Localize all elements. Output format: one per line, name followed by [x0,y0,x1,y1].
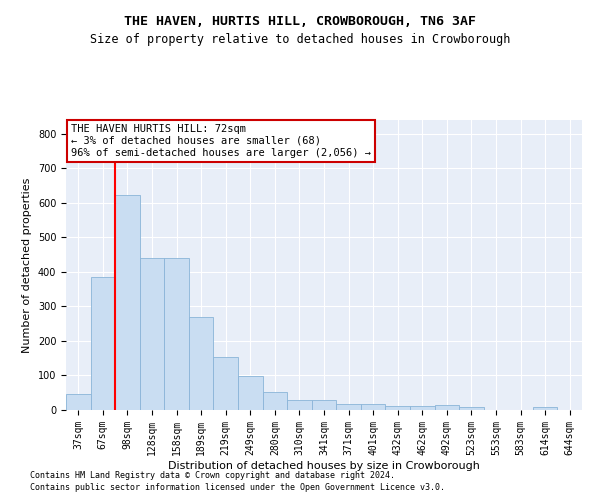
Text: Size of property relative to detached houses in Crowborough: Size of property relative to detached ho… [90,32,510,46]
Y-axis label: Number of detached properties: Number of detached properties [22,178,32,352]
Bar [287,400,312,410]
Bar [263,392,287,410]
Bar [434,405,459,410]
Bar [459,407,484,410]
Bar [238,376,263,410]
Bar [312,400,336,410]
Text: Contains public sector information licensed under the Open Government Licence v3: Contains public sector information licen… [30,484,445,492]
X-axis label: Distribution of detached houses by size in Crowborough: Distribution of detached houses by size … [168,460,480,470]
Text: THE HAVEN, HURTIS HILL, CROWBOROUGH, TN6 3AF: THE HAVEN, HURTIS HILL, CROWBOROUGH, TN6… [124,15,476,28]
Bar [140,258,164,410]
Text: Contains HM Land Registry data © Crown copyright and database right 2024.: Contains HM Land Registry data © Crown c… [30,471,395,480]
Bar [189,318,214,410]
Bar [164,258,189,410]
Bar [336,404,361,410]
Bar [91,277,115,410]
Bar [385,406,410,410]
Bar [361,404,385,410]
Bar [66,394,91,410]
Bar [410,406,434,410]
Bar [115,195,140,410]
Bar [214,357,238,410]
Text: THE HAVEN HURTIS HILL: 72sqm
← 3% of detached houses are smaller (68)
96% of sem: THE HAVEN HURTIS HILL: 72sqm ← 3% of det… [71,124,371,158]
Bar [533,407,557,410]
